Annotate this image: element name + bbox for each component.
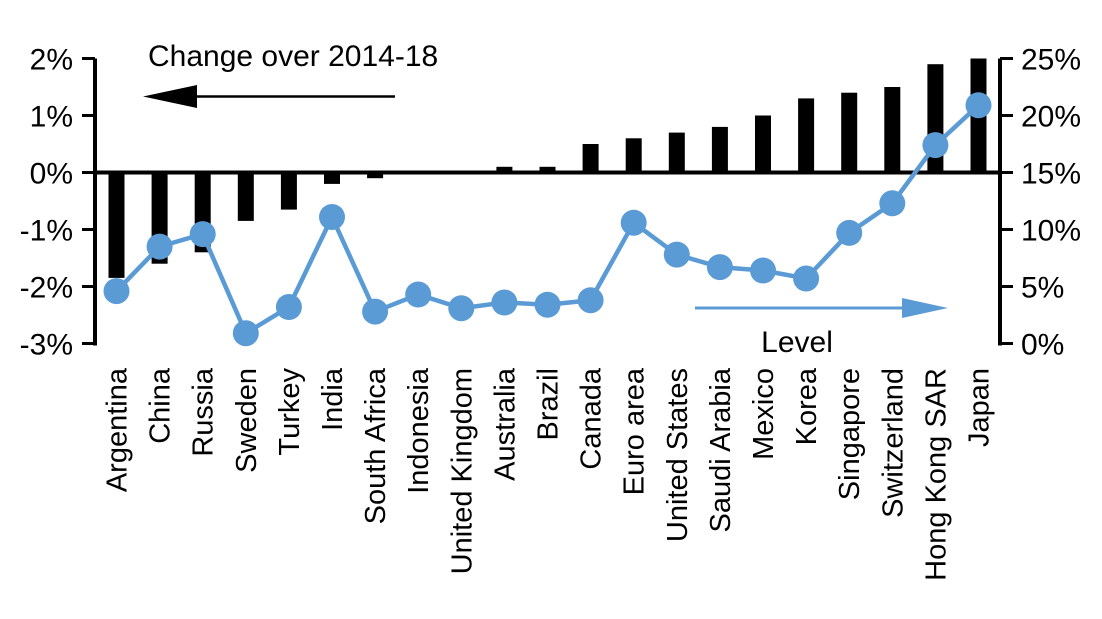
line-marker-turkey <box>275 294 302 320</box>
category-label-euro-area: Euro area <box>619 367 651 495</box>
line-marker-india <box>319 204 345 230</box>
category-label-sweden: Sweden <box>231 368 263 473</box>
line-marker-canada <box>577 287 604 314</box>
bar-india <box>324 172 340 184</box>
category-label-united-states: United States <box>662 368 694 542</box>
category-label-hong-kong-sar: Hong Kong SAR <box>920 368 952 581</box>
right-arrow-head-icon <box>902 298 948 318</box>
category-label-argentina: Argentina <box>102 367 134 492</box>
line-marker-south-africa <box>362 298 389 325</box>
bar-mexico <box>755 115 771 173</box>
axes: 2% 1% 0% -1% -2% -3% 25% 20% 15% 10% 5% 0% <box>20 44 1081 362</box>
bar-brazil <box>539 166 556 173</box>
right-axis-tick-label: 5% <box>1021 272 1064 305</box>
left-axis-tick-label: -1% <box>20 215 73 248</box>
bar-series <box>108 58 987 278</box>
category-label-united-kingdom: United Kingdom <box>446 368 478 574</box>
line-marker-saudi-arabia <box>706 254 733 281</box>
right-axis-tick-label: 20% <box>1021 101 1081 134</box>
bar-united-states <box>668 132 685 173</box>
bar-south-africa <box>367 172 384 179</box>
category-label-mexico: Mexico <box>748 368 780 460</box>
bar-saudi-arabia <box>711 126 728 173</box>
category-label-australia: Australia <box>489 367 521 481</box>
line-marker-united-states <box>663 241 690 268</box>
bar-canada <box>582 144 599 173</box>
bar-series-label: Change over 2014-18 <box>148 40 438 73</box>
left-arrow <box>143 85 395 108</box>
line-marker-indonesia <box>405 281 432 308</box>
line-marker-brazil <box>534 291 561 318</box>
category-label-canada: Canada <box>576 367 608 469</box>
category-label-turkey: Turkey <box>274 368 306 456</box>
bar-argentina <box>108 172 125 278</box>
annotations: Change over 2014-18 Level <box>143 40 948 359</box>
left-axis-tick-label: -3% <box>20 329 73 362</box>
category-label-korea: Korea <box>791 367 823 445</box>
category-label-russia: Russia <box>188 367 220 457</box>
right-arrow <box>695 298 948 318</box>
line-marker-japan <box>965 92 992 119</box>
line-marker-australia <box>491 289 518 316</box>
left-axis-tick-label: 0% <box>30 158 73 191</box>
line-marker-singapore <box>836 219 863 246</box>
line-marker-united-kingdom <box>448 295 475 322</box>
line-marker-sweden <box>232 320 259 347</box>
bar-euro-area <box>625 138 642 173</box>
category-label-singapore: Singapore <box>834 368 866 500</box>
category-label-japan: Japan <box>964 368 996 447</box>
left-axis-tick-label: 1% <box>30 101 73 134</box>
left-axis-tick-label: -2% <box>20 272 73 305</box>
bar-korea <box>798 98 815 173</box>
line-marker-china <box>146 233 173 260</box>
bar-singapore <box>841 92 858 173</box>
line-marker-korea <box>793 265 820 292</box>
right-axis-tick-label: 0% <box>1021 329 1064 362</box>
line-marker-russia <box>189 221 216 248</box>
line-marker-hong-kong-sar <box>922 132 949 159</box>
category-label-china: China <box>145 367 177 444</box>
right-axis-tick-label: 10% <box>1021 215 1081 248</box>
category-label-indonesia: Indonesia <box>403 367 435 494</box>
category-label-india: India <box>317 367 349 431</box>
left-axis-tick-label: 2% <box>30 44 73 77</box>
right-axis-tick-label: 25% <box>1021 44 1081 77</box>
line-marker-switzerland <box>879 190 906 217</box>
category-label-south-africa: South Africa <box>360 367 392 524</box>
line-series <box>103 92 992 347</box>
line-series-label: Level <box>761 326 833 359</box>
line-marker-argentina <box>103 278 130 305</box>
category-label-brazil: Brazil <box>533 368 565 441</box>
category-label-saudi-arabia: Saudi Arabia <box>705 367 737 532</box>
bar-switzerland <box>884 87 901 173</box>
category-label-switzerland: Switzerland <box>877 368 909 518</box>
category-labels: Argentina China Russia Sweden Turkey India Sou… <box>102 367 996 581</box>
line-marker-euro-area <box>620 209 647 236</box>
bar-turkey <box>280 172 297 210</box>
left-arrow-head-icon <box>143 85 197 108</box>
right-axis-tick-label: 15% <box>1021 158 1081 191</box>
line-marker-mexico <box>750 257 776 284</box>
bar-australia <box>496 166 513 173</box>
bar-sweden <box>237 172 254 221</box>
